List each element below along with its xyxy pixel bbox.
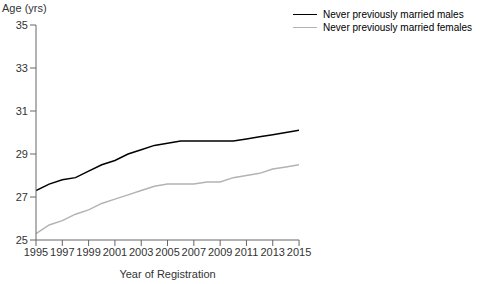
svg-text:35: 35: [16, 19, 28, 31]
svg-text:2003: 2003: [129, 246, 153, 258]
svg-text:27: 27: [16, 191, 28, 203]
html-text:Never previously married femal: Never previously married females: [323, 22, 472, 33]
svg-text:Year of Registration: Year of Registration: [119, 268, 215, 280]
svg-text:2015: 2015: [287, 246, 311, 258]
svg-text:2013: 2013: [261, 246, 285, 258]
svg-text:1995: 1995: [24, 246, 48, 258]
svg-text:2009: 2009: [208, 246, 232, 258]
svg-text:2001: 2001: [103, 246, 127, 258]
svg-text:2005: 2005: [155, 246, 179, 258]
svg-text:25: 25: [16, 234, 28, 246]
svg-text:2007: 2007: [182, 246, 206, 258]
svg-text:2011: 2011: [235, 246, 259, 258]
html-text:Never previously married males: Never previously married males: [323, 9, 464, 20]
html-text:Age (yrs): Age (yrs): [2, 2, 47, 14]
svg-text:33: 33: [16, 62, 28, 74]
svg-text:1997: 1997: [50, 246, 74, 258]
svg-text:1999: 1999: [76, 246, 100, 258]
svg-text:31: 31: [16, 105, 28, 117]
svg-text:29: 29: [16, 148, 28, 160]
